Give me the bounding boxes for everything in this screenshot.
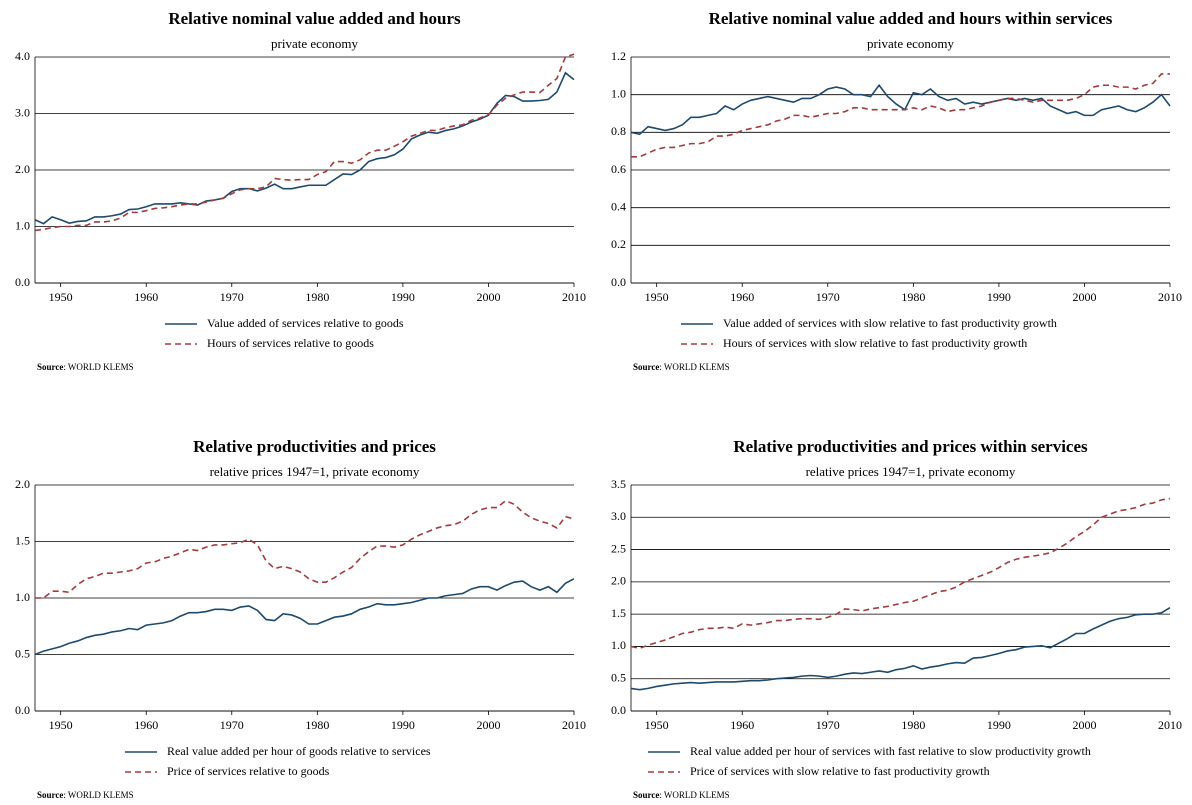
x-tick-label: 1960	[134, 290, 158, 304]
legend-label: Value added of services relative to good…	[207, 316, 404, 330]
chart-title: Relative productivities and prices	[193, 437, 436, 456]
y-tick-label: 2.5	[611, 541, 626, 555]
y-tick-label: 1.0	[15, 218, 30, 232]
chart-subtitle: relative prices 1947=1, private economy	[806, 464, 1016, 479]
source-note: Source: WORLD KLEMS	[37, 790, 134, 800]
y-tick-label: 0.4	[611, 199, 626, 213]
x-tick-label: 1960	[134, 718, 158, 732]
x-tick-label: 1980	[305, 290, 329, 304]
chart-title: Relative nominal value added and hours	[168, 9, 461, 28]
x-tick-label: 1960	[730, 290, 754, 304]
legend-label: Hours of services with slow relative to …	[723, 336, 1027, 350]
y-tick-label: 3.5	[611, 477, 626, 491]
y-tick-label: 0.8	[611, 124, 626, 138]
y-tick-label: 1.5	[611, 606, 626, 620]
y-tick-label: 1.0	[15, 590, 30, 604]
x-tick-label: 2000	[1072, 718, 1096, 732]
y-tick-label: 0.0	[15, 275, 30, 289]
x-tick-label: 2000	[1072, 290, 1096, 304]
series-line	[34, 578, 575, 656]
source-note: Source: WORLD KLEMS	[633, 362, 730, 372]
x-tick-label: 2010	[1158, 290, 1182, 304]
y-tick-label: 2.0	[15, 162, 30, 176]
y-tick-label: 0.0	[15, 703, 30, 717]
x-tick-label: 1950	[645, 290, 669, 304]
legend-label: Hours of services relative to goods	[207, 336, 374, 350]
y-tick-label: 1.0	[611, 86, 626, 100]
source-note: Source: WORLD KLEMS	[37, 362, 134, 372]
source-text: : WORLD KLEMS	[63, 790, 133, 800]
x-tick-label: 1990	[987, 718, 1011, 732]
y-tick-label: 1.0	[611, 638, 626, 652]
source-text: : WORLD KLEMS	[659, 790, 729, 800]
x-tick-label: 1960	[730, 718, 754, 732]
x-tick-label: 1950	[49, 718, 73, 732]
series-line	[35, 499, 575, 599]
x-tick-label: 1980	[901, 290, 925, 304]
chart-title: Relative productivities and prices withi…	[733, 437, 1088, 456]
chart-panel: Relative nominal value added and hours w…	[611, 9, 1182, 372]
x-tick-label: 2000	[476, 290, 500, 304]
x-tick-label: 1970	[220, 718, 244, 732]
y-tick-label: 3.0	[15, 105, 30, 119]
x-tick-label: 1950	[645, 718, 669, 732]
chart-panel: Relative productivities and prices relati…	[15, 437, 586, 800]
x-tick-label: 1980	[901, 718, 925, 732]
x-tick-label: 1970	[816, 718, 840, 732]
source-label: Source	[37, 362, 63, 372]
chart-panel: Relative productivities and prices withi…	[611, 437, 1182, 800]
chart-subtitle: relative prices 1947=1, private economy	[210, 464, 420, 479]
legend-label: Real value added per hour of services wi…	[690, 744, 1091, 758]
series-line	[630, 607, 1171, 691]
x-tick-label: 1970	[816, 290, 840, 304]
series-line	[34, 71, 575, 225]
y-tick-label: 0.0	[611, 703, 626, 717]
legend-label: Price of services relative to goods	[167, 764, 330, 778]
y-tick-label: 4.0	[15, 49, 30, 63]
y-tick-label: 2.0	[15, 477, 30, 491]
x-tick-label: 2010	[1158, 718, 1182, 732]
legend-label: Price of services with slow relative to …	[690, 764, 990, 778]
legend-label: Value added of services with slow relati…	[723, 316, 1057, 330]
series-line	[630, 497, 1171, 650]
source-label: Source	[633, 362, 659, 372]
x-tick-label: 1990	[391, 290, 415, 304]
x-tick-label: 2010	[562, 290, 586, 304]
y-tick-label: 0.0	[611, 275, 626, 289]
source-text: : WORLD KLEMS	[659, 362, 729, 372]
x-tick-label: 1970	[220, 290, 244, 304]
y-tick-label: 1.2	[611, 49, 626, 63]
y-tick-label: 2.0	[611, 574, 626, 588]
y-tick-label: 3.0	[611, 509, 626, 523]
y-tick-label: 0.6	[611, 162, 626, 176]
x-tick-label: 2010	[562, 718, 586, 732]
chart-subtitle: private economy	[271, 36, 358, 51]
chart-subtitle: private economy	[867, 36, 954, 51]
source-note: Source: WORLD KLEMS	[633, 790, 730, 800]
x-tick-label: 1980	[305, 718, 329, 732]
x-tick-label: 1950	[49, 290, 73, 304]
source-text: : WORLD KLEMS	[63, 362, 133, 372]
y-tick-label: 0.5	[611, 670, 626, 684]
series-line	[34, 53, 575, 232]
series-line	[631, 73, 1170, 158]
chart-panel: Relative nominal value added and hours pr…	[15, 9, 586, 372]
chart-title: Relative nominal value added and hours w…	[709, 9, 1113, 28]
x-tick-label: 1990	[987, 290, 1011, 304]
legend-label: Real value added per hour of goods relat…	[167, 744, 431, 758]
x-tick-label: 1990	[391, 718, 415, 732]
x-tick-label: 2000	[476, 718, 500, 732]
y-tick-label: 0.2	[611, 237, 626, 251]
source-label: Source	[633, 790, 659, 800]
series-line	[630, 83, 1171, 136]
y-tick-label: 0.5	[15, 646, 30, 660]
source-label: Source	[37, 790, 63, 800]
y-tick-label: 1.5	[15, 533, 30, 547]
